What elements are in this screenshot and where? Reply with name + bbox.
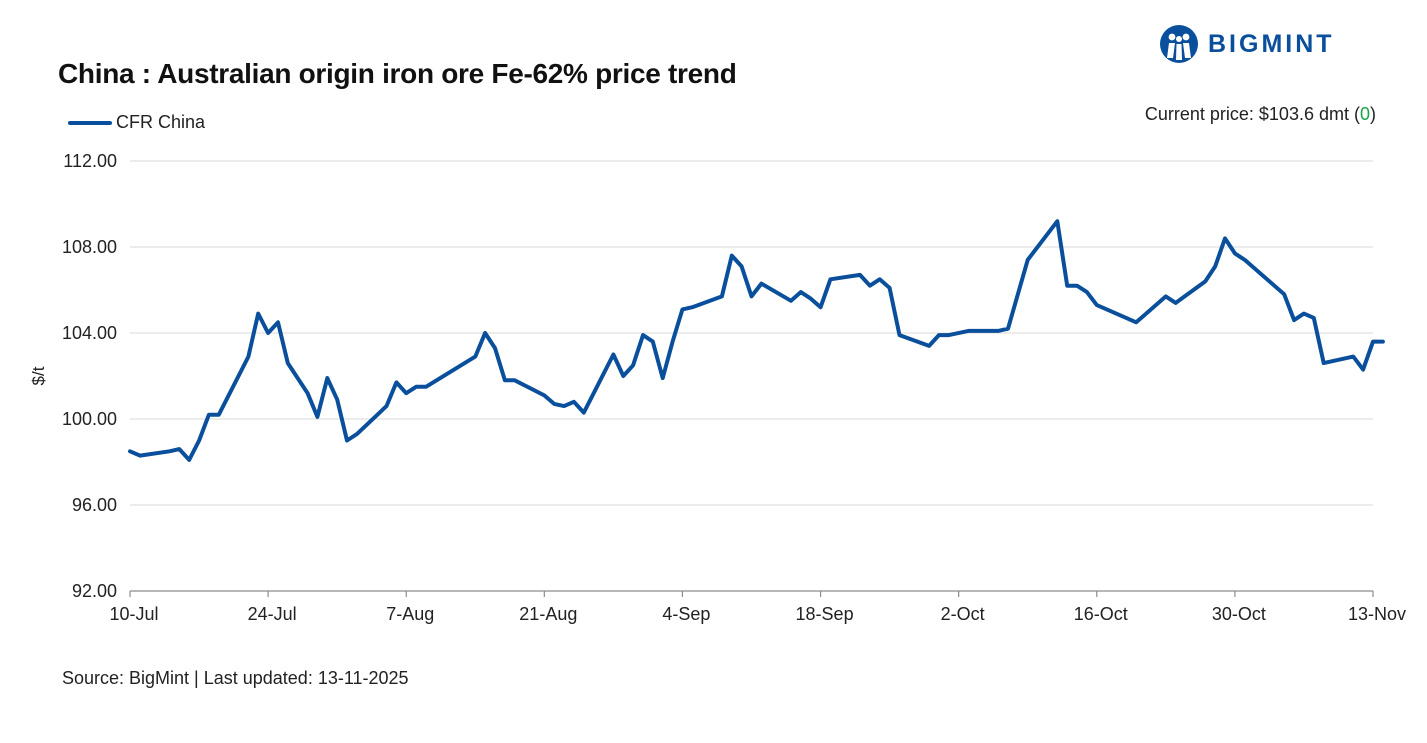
y-axis-label: $/t	[29, 366, 48, 385]
bigmint-people-icon	[1160, 25, 1198, 63]
legend-swatch	[68, 120, 112, 125]
x-tick-label: 30-Oct	[1212, 604, 1266, 624]
current-price-suffix: )	[1370, 104, 1376, 124]
x-tick-label: 2-Oct	[941, 604, 985, 624]
y-tick-label: 108.00	[62, 237, 117, 257]
source-note: Source: BigMint | Last updated: 13-11-20…	[62, 668, 409, 688]
current-price: Current price: $103.6 dmt (0)	[1145, 104, 1376, 125]
legend: CFR China	[68, 112, 205, 133]
legend-label: CFR China	[116, 112, 206, 132]
x-tick-label: 18-Sep	[796, 604, 854, 624]
bigmint-logo[interactable]: BIGMINT	[1158, 24, 1335, 64]
x-tick-label: 7-Aug	[386, 604, 434, 624]
axes: 92.00 96.00 100.00 104.00 108.00 112.00 10-Jul…	[29, 151, 1406, 624]
y-tick-label: 96.00	[72, 495, 117, 515]
y-tick-label: 100.00	[62, 409, 117, 429]
current-price-prefix: Current price: $103.6 dmt (	[1144, 104, 1360, 124]
grid-lines	[130, 160, 1373, 506]
x-tick-label: 4-Sep	[662, 604, 710, 624]
current-price-change: 0	[1359, 104, 1370, 124]
series-line-cfr-china	[128, 219, 1385, 462]
x-tick-label: 16-Oct	[1074, 604, 1128, 624]
y-tick-label: 92.00	[72, 581, 117, 601]
x-tick-label: 21-Aug	[519, 604, 577, 624]
logo-text: BIGMINT	[1208, 29, 1335, 58]
x-tick-label: 24-Jul	[248, 604, 297, 624]
chart-title: China : Australian origin iron ore Fe-62…	[58, 58, 737, 89]
series-layer	[128, 219, 1385, 462]
line-chart: 92.00 96.00 100.00 104.00 108.00 112.00 10-Jul…	[29, 151, 1406, 624]
y-tick-label: 112.00	[63, 151, 117, 171]
x-tick-label: 13-Nov	[1348, 604, 1406, 624]
x-tick-label: 10-Jul	[109, 604, 158, 624]
y-tick-label: 104.00	[62, 323, 117, 343]
